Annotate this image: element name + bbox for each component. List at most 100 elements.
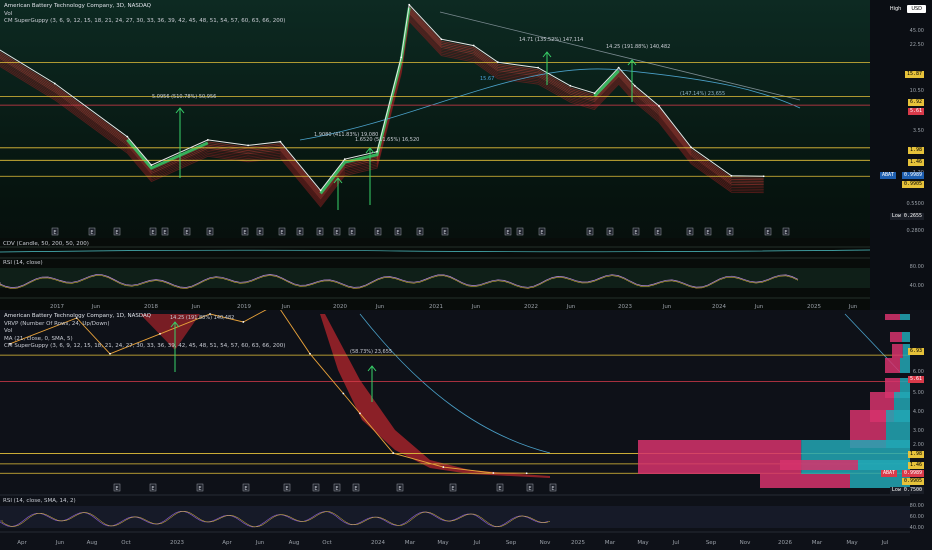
top-price-tick-3: 3.50 — [912, 128, 924, 134]
currency-button[interactable]: USD — [907, 5, 926, 13]
earnings-label-7: E — [243, 230, 246, 236]
bottom-box-low: Low 0.7500 — [889, 487, 924, 494]
trend-line — [439, 11, 801, 101]
earnings-label-27: E — [728, 230, 731, 236]
bottom-arrowhead-1 — [367, 365, 377, 372]
bottom-rsi-band — [0, 506, 910, 528]
bottom-earnings-marker-0 — [113, 483, 121, 492]
top-x-label-6: 2020 — [333, 304, 347, 310]
top-x-label-15: Jun — [754, 304, 764, 310]
top-x-label-5: Jun — [281, 304, 291, 310]
bottom-price-tick-1: 5.00 — [912, 390, 924, 396]
bottom-x-label-3: Oct — [121, 540, 131, 546]
bottom-ma-label[interactable]: MA (21, close, 0, SMA, 5) — [4, 335, 73, 342]
bottom-price-point-3 — [159, 332, 161, 335]
bottom-x-label-18: Jul — [672, 540, 680, 546]
top-price-chart[interactable]: E E E E E E E E E E E E E E E E E E E E E E E E E E E E E E 2017 Jun 20… — [0, 0, 932, 310]
top-chart-title[interactable]: American Battery Technology Company, 3D,… — [4, 3, 151, 9]
bottom-price-point-5 — [242, 321, 245, 323]
earnings-marker-24 — [654, 227, 662, 236]
earnings-label-20: E — [540, 230, 543, 236]
measure-arrowhead-4 — [627, 59, 637, 66]
bottom-earnings-label-3: E — [244, 486, 247, 492]
bottom-earnings-label-0: E — [115, 486, 118, 492]
bottom-price-point-1 — [75, 317, 78, 319]
bottom-earnings-label-12: E — [551, 486, 554, 492]
earnings-marker-6 — [206, 227, 214, 236]
top-chart-panel[interactable]: E E E E E E E E E E E E E E E E E E E E E E E E E E E E E E 2017 Jun 20… — [0, 0, 932, 310]
top-box-0-9905: 0.9905 — [901, 181, 924, 188]
bottom-price-line — [9, 310, 527, 474]
top-x-label-12: 2023 — [618, 304, 632, 310]
bottom-x-label-20: Nov — [739, 540, 751, 546]
top-x-label-14: 2024 — [712, 304, 726, 310]
earnings-marker-26 — [704, 227, 712, 236]
bottom-legend: American Battery Technology Company, 1D,… — [4, 313, 285, 351]
annotation-7: 15.67 — [480, 76, 495, 82]
earnings-label-26: E — [706, 230, 709, 236]
top-price-tick-0: 45.00 — [909, 28, 924, 34]
bottom-vol-label[interactable]: Vol — [4, 328, 13, 334]
bottom-price-tick-2: 4.00 — [912, 409, 924, 415]
bottom-price-point-2 — [109, 352, 111, 355]
bottom-earnings-label-1: E — [151, 486, 154, 492]
annotation-2: 14.71 (135.52%) 147,114 — [519, 37, 584, 43]
bottom-time-axis[interactable]: Apr Jun Aug Oct 2023 Apr Jun Aug Oct 2024 Mar May Ju… — [0, 540, 932, 550]
top-x-label-4: 2019 — [237, 304, 251, 310]
top-x-label-1: Jun — [91, 304, 101, 310]
bottom-x-label-14: Nov — [539, 540, 551, 546]
high-label[interactable]: High — [889, 6, 902, 12]
top-guppy-label[interactable]: CM SuperGuppy (3, 6, 9, 12, 15, 18, 21, … — [4, 18, 286, 24]
bottom-guppy-fill — [320, 314, 550, 478]
bottom-x-label-4: 2023 — [170, 540, 184, 546]
earnings-marker-29 — [782, 227, 790, 236]
price-point-17 — [593, 92, 596, 95]
bottom-chart-title[interactable]: American Battery Technology Company, 1D,… — [4, 313, 151, 319]
earnings-label-24: E — [656, 230, 659, 236]
bottom-chart-panel[interactable]: E E E E E E E E E E E E E American Battery Technolog… — [0, 310, 932, 550]
bottom-earnings-marker-10 — [496, 483, 504, 492]
earnings-marker-7 — [241, 227, 249, 236]
top-price-tick-1: 22.50 — [909, 42, 924, 48]
top-price-tick-5: 0.5500 — [906, 201, 925, 207]
price-point-4 — [206, 139, 209, 141]
price-point-5 — [247, 144, 250, 147]
earnings-label-23: E — [634, 230, 637, 236]
bottom-rsi-label[interactable]: RSI (14, close, SMA, 14, 2) — [3, 498, 76, 504]
earnings-label-1: E — [90, 230, 93, 236]
top-rsi-tick-0: 80.00 — [909, 264, 924, 270]
earnings-marker-19 — [516, 227, 524, 236]
bottom-x-label-10: Mar — [404, 540, 416, 546]
bottom-box-1-98: 1.98 — [907, 451, 924, 458]
earnings-marker-27 — [726, 227, 734, 236]
bottom-x-label-8: Oct — [322, 540, 332, 546]
vrvp-up-4 — [900, 378, 910, 398]
earnings-label-6: E — [208, 230, 211, 236]
bottom-rsi-line — [0, 510, 549, 528]
bottom-guppy-label[interactable]: CM SuperGuppy (3, 6, 9, 12, 15, 18, 21, … — [4, 343, 286, 349]
bottom-x-label-24: Jul — [881, 540, 889, 546]
bottom-earnings-label-4: E — [285, 486, 288, 492]
earnings-marker-11 — [316, 227, 324, 236]
top-vol-label[interactable]: Vol — [4, 10, 13, 17]
price-point-7 — [319, 189, 322, 192]
bottom-vrvp-label[interactable]: VRVP (Number Of Rows, 24, Up/Down) — [4, 320, 110, 327]
bottom-earnings-marker-4 — [283, 483, 291, 492]
guppy-ribbon-2 — [0, 8, 764, 197]
top-x-label-13: Jun — [662, 304, 672, 310]
earnings-label-13: E — [350, 230, 353, 236]
earnings-label-3: E — [151, 230, 154, 236]
ema-200-line — [299, 68, 801, 141]
bottom-earnings-label-6: E — [335, 486, 338, 492]
price-point-6 — [279, 140, 282, 143]
earnings-marker-8 — [256, 227, 264, 236]
vrvp-down-2 — [892, 344, 903, 358]
top-rsi-label[interactable]: RSI (14, close) — [3, 260, 43, 266]
top-cdv-label[interactable]: CDV (Candle, 50, 200, 50, 200) — [3, 241, 89, 247]
price-point-3 — [150, 164, 153, 166]
top-x-label-7: Jun — [375, 304, 385, 310]
guppy-ribbon-8 — [0, 18, 764, 206]
vrvp-down-8 — [780, 460, 858, 470]
bottom-box-1-46: 1.46 — [907, 462, 924, 469]
